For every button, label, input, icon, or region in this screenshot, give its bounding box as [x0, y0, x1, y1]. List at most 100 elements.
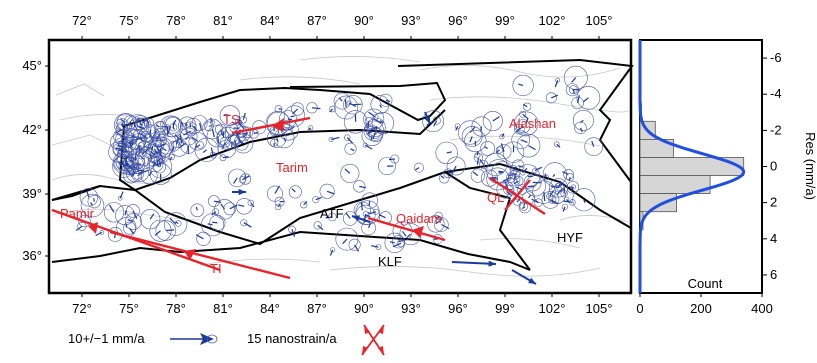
velocity-vector	[237, 121, 245, 130]
lon-top-102: 102°	[539, 13, 566, 28]
velocity-vector	[238, 138, 243, 145]
error-ellipse	[124, 213, 142, 230]
velocity-vector	[75, 225, 83, 231]
lon-labels-bottom: 72° 75° 78° 81° 84° 87° 90° 93° 96° 99° …	[72, 301, 612, 316]
velocity-vector	[559, 182, 564, 187]
error-ellipse	[118, 156, 138, 175]
velocity-vector	[531, 198, 539, 204]
error-ellipse	[362, 142, 368, 148]
velocity-vector	[329, 108, 334, 113]
histogram-y-label: Res (mm/a)	[803, 132, 817, 200]
velocity-vector	[506, 190, 513, 197]
velocity-vector	[221, 141, 226, 150]
error-ellipse	[548, 195, 557, 204]
error-ellipse	[584, 137, 604, 156]
error-ellipse	[432, 116, 441, 125]
error-ellipse	[178, 116, 197, 136]
lon-bottom-87: 87°	[307, 301, 327, 316]
error-ellipse	[115, 132, 129, 146]
velocity-vector	[148, 171, 153, 177]
error-ellipse	[212, 208, 220, 215]
fault-atf: ATF	[320, 206, 344, 221]
velocity-vector	[492, 116, 500, 122]
error-ellipse	[288, 225, 296, 234]
error-ellipse	[516, 184, 528, 195]
error-ellipse	[137, 145, 142, 150]
velocity-vector	[165, 229, 175, 232]
error-ellipse	[503, 184, 514, 195]
error-ellipse	[209, 119, 215, 125]
velocity-vector	[435, 218, 443, 225]
velocity-vector	[379, 120, 384, 124]
histogram-y-tick-label: 4	[770, 231, 777, 246]
velocity-vector	[119, 161, 125, 165]
lon-bottom-72: 72°	[72, 301, 92, 316]
error-ellipse	[355, 204, 376, 225]
velocity-vector	[213, 200, 222, 203]
velocity-vector	[579, 127, 583, 132]
error-ellipse	[219, 105, 241, 126]
error-ellipse	[547, 186, 566, 205]
velocity-vector	[528, 145, 536, 151]
error-ellipse	[532, 180, 556, 204]
error-ellipse	[274, 203, 282, 211]
velocity-vector	[433, 120, 438, 127]
error-ellipse	[149, 219, 172, 242]
error-ellipse	[78, 214, 91, 228]
velocity-vector	[480, 126, 483, 131]
velocity-vector	[121, 138, 127, 148]
velocity-vector	[130, 172, 136, 178]
error-ellipse	[291, 102, 305, 116]
error-ellipse	[112, 137, 133, 158]
velocity-vector	[563, 200, 573, 203]
velocity-vector	[129, 227, 134, 234]
error-ellipse	[566, 173, 575, 182]
velocity-vector	[406, 233, 411, 239]
velocity-vector	[311, 107, 321, 110]
velocity-vector	[137, 171, 144, 177]
lon-top-93: 93°	[401, 13, 421, 28]
error-ellipse	[240, 219, 248, 227]
lat-labels: 45° 42° 39° 36°	[22, 58, 42, 263]
velocity-vector	[211, 211, 217, 216]
error-ellipse	[572, 109, 594, 131]
error-ellipse	[143, 136, 162, 156]
velocity-vector	[556, 188, 563, 196]
error-ellipse	[519, 202, 528, 211]
error-ellipse	[209, 151, 217, 159]
histogram-y-tick-label: 6	[770, 267, 777, 282]
velocity-vector	[292, 108, 299, 115]
error-ellipse	[378, 157, 396, 176]
error-ellipse	[340, 163, 360, 183]
velocity-vector	[502, 177, 512, 182]
velocity-vector	[551, 185, 560, 189]
velocity-vector	[446, 151, 452, 154]
region-tarim: Tarim	[276, 160, 308, 175]
region-ti: TI	[210, 261, 222, 276]
velocity-vector	[155, 124, 160, 128]
velocity-vector	[549, 190, 555, 197]
velocity-vector	[290, 115, 295, 118]
gps-stations	[75, 65, 604, 285]
velocity-arrowhead	[238, 188, 246, 196]
lon-top-90: 90°	[354, 13, 374, 28]
error-ellipse	[563, 169, 574, 180]
error-ellipse	[235, 125, 251, 142]
velocity-vector	[242, 112, 246, 120]
error-ellipse	[344, 142, 357, 155]
error-ellipse	[115, 205, 135, 226]
error-ellipse	[312, 196, 320, 204]
lon-top-105: 105°	[586, 13, 613, 28]
velocity-vector	[233, 177, 238, 184]
velocity-vector	[570, 186, 575, 192]
error-ellipse	[427, 215, 445, 233]
lon-bottom-102: 102°	[539, 301, 566, 316]
velocity-vector	[572, 89, 575, 95]
strain-ts	[231, 116, 311, 135]
velocity-vector	[153, 148, 158, 155]
error-ellipse	[196, 231, 211, 246]
velocity-vector	[288, 126, 295, 131]
error-ellipse	[435, 141, 458, 165]
lon-top-72: 72°	[72, 13, 92, 28]
error-ellipse	[370, 95, 390, 115]
